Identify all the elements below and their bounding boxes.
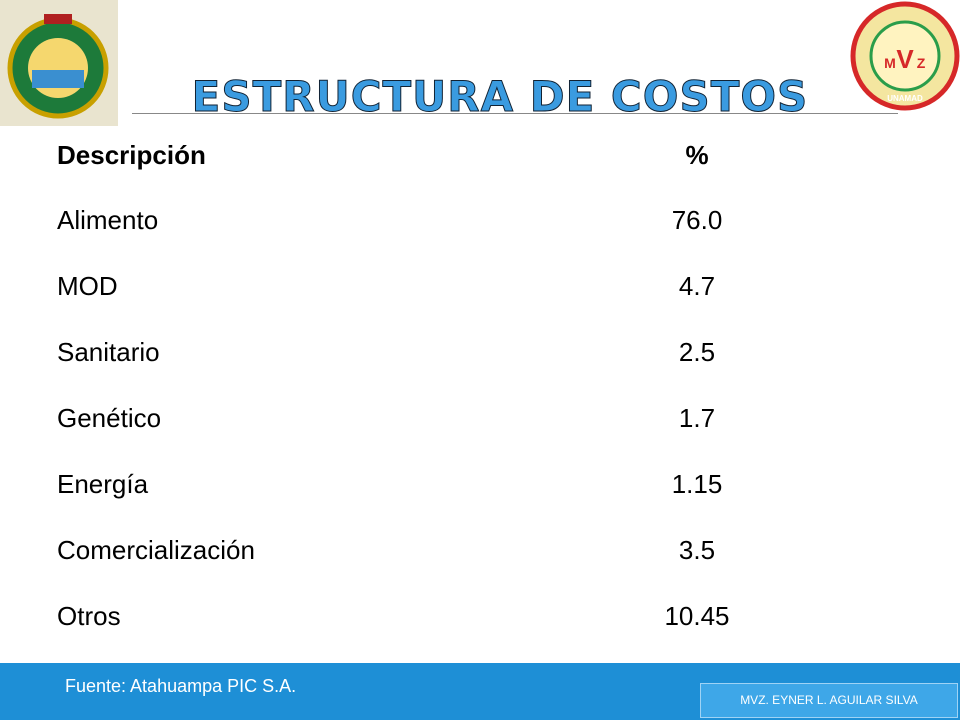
cell-value: 3.5 <box>678 535 716 565</box>
logo-letter: M <box>884 55 896 71</box>
right-logo: M V Z UNAMAD <box>850 1 960 111</box>
logo-caption: UNAMAD <box>887 94 923 103</box>
cell-label: Otros <box>57 601 121 631</box>
cell-value: 76.0 <box>671 205 723 235</box>
logo-letter: Z <box>917 55 926 71</box>
cell-value: 4.7 <box>678 271 716 301</box>
column-header: Descripción <box>57 140 206 170</box>
cell-value: 1.7 <box>678 403 716 433</box>
source-note: Fuente: Atahuampa PIC S.A. <box>65 676 297 696</box>
author-badge: MVZ. EYNER L. AGUILAR SILVA <box>700 683 958 718</box>
title-rule <box>132 113 898 114</box>
column-header: % <box>685 140 709 170</box>
left-logo <box>0 0 118 126</box>
cell-label: Genético <box>57 403 162 433</box>
cell-label: MOD <box>57 271 118 301</box>
cell-value: 2.5 <box>678 337 716 367</box>
cell-label: Energía <box>57 469 149 499</box>
cell-value: 10.45 <box>664 601 730 631</box>
cell-label: Alimento <box>57 205 159 235</box>
cell-label: Comercialización <box>57 535 255 565</box>
cell-label: Sanitario <box>57 337 160 367</box>
cell-value: 1.15 <box>671 469 723 499</box>
logo-letter: V <box>896 44 914 74</box>
